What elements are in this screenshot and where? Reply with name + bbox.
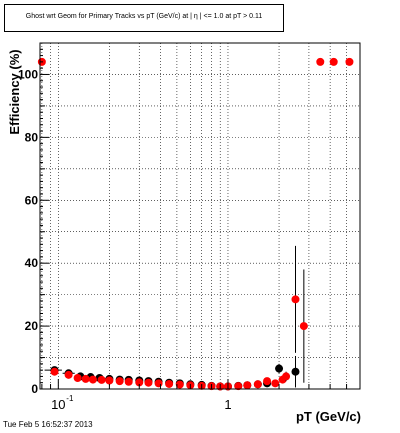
plot-frame: [39, 42, 361, 390]
x-tick-label-exponent: -1: [66, 394, 74, 403]
data-point: [135, 378, 144, 387]
x-tick-label-base: 1: [224, 397, 231, 412]
data-point: [263, 377, 272, 386]
data-point: [243, 381, 252, 390]
data-point: [282, 372, 291, 381]
data-point: [97, 375, 106, 384]
y-tick-label: 40: [25, 256, 39, 270]
data-point: [144, 378, 153, 387]
data-point: [175, 380, 184, 389]
data-point: [88, 375, 97, 384]
data-point: [291, 295, 300, 304]
data-point: [64, 370, 73, 379]
x-tick-label-base: 10: [51, 397, 65, 412]
data-point: [50, 367, 59, 376]
data-point: [105, 376, 114, 385]
data-point: [115, 377, 124, 386]
x-axis-label: pT (GeV/c): [296, 409, 361, 424]
data-point: [81, 374, 90, 383]
y-tick-label: 20: [25, 319, 39, 333]
x-tick-label: 10 -1: [51, 394, 74, 412]
data-point: [275, 364, 284, 373]
data-point: [271, 379, 280, 388]
y-axis-label: Efficiency (%): [7, 49, 22, 134]
data-point: [124, 377, 133, 386]
timestamp: Tue Feb 5 16:52:37 2013: [3, 420, 93, 429]
chart-title: Ghost wrt Geom for Primary Tracks vs pT …: [25, 13, 263, 20]
y-tick-label: 60: [25, 193, 39, 207]
y-tick-label: 0: [31, 382, 38, 396]
y-tick-label: 100: [18, 67, 38, 81]
data-point: [73, 373, 82, 382]
y-tick-label: 80: [25, 130, 39, 144]
data-point: [234, 382, 243, 391]
axes: 0 20 40 60 80 100 10 -1 1: [18, 42, 361, 412]
chart-title-box: Ghost wrt Geom for Primary Tracks vs pT …: [4, 4, 284, 32]
data-series: [37, 57, 354, 391]
data-point: [299, 322, 308, 331]
data-point: [253, 380, 262, 389]
grid-lines: [40, 43, 361, 389]
x-tick-label: 1: [224, 397, 231, 412]
data-point: [154, 379, 163, 388]
data-point: [316, 57, 325, 66]
data-point: [345, 57, 354, 66]
data-point: [165, 379, 174, 388]
data-point: [329, 57, 338, 66]
data-point: [291, 367, 300, 376]
